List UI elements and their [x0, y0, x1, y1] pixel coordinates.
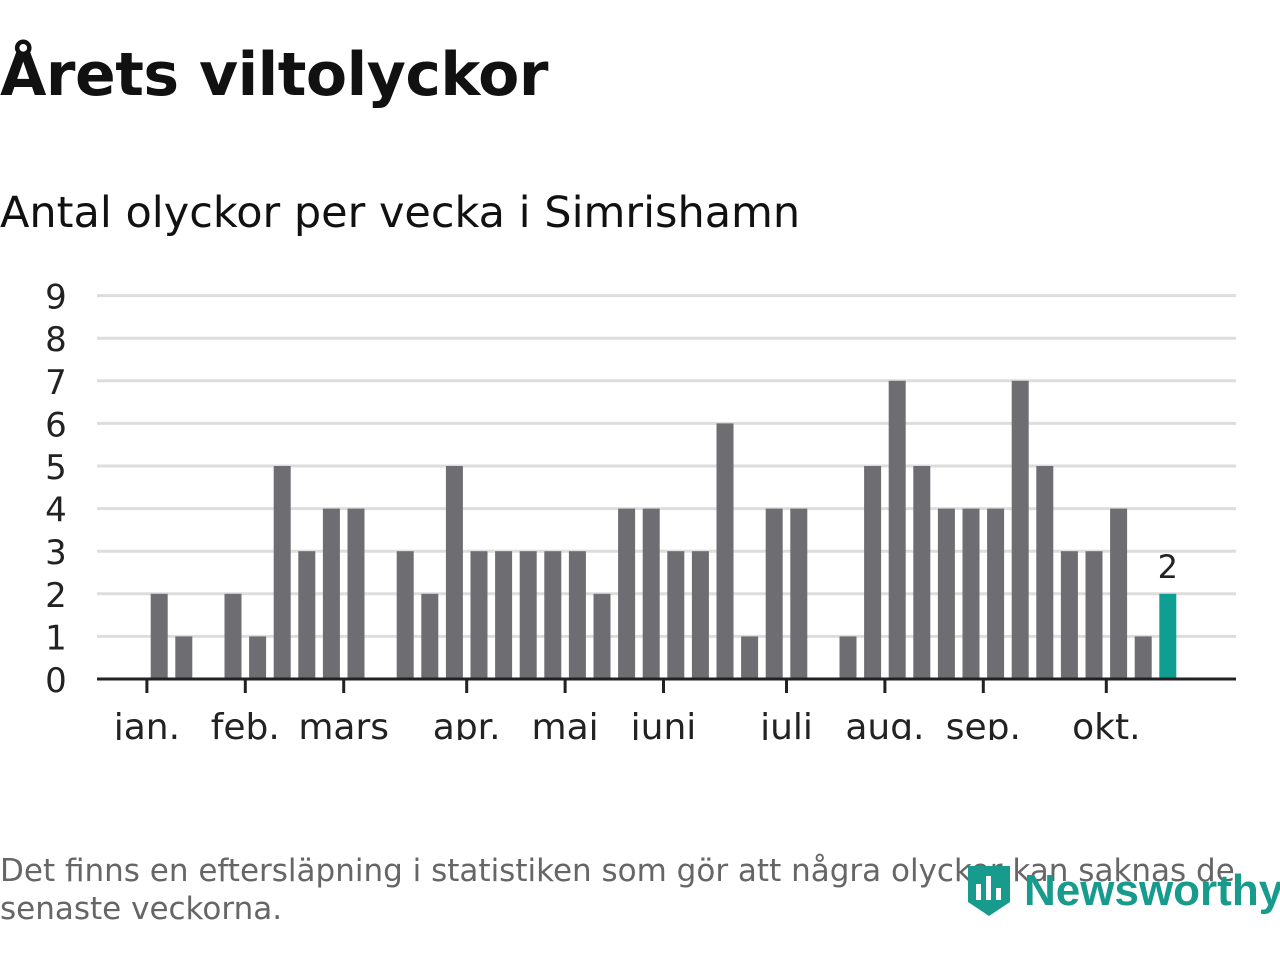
- bar: [642, 508, 660, 679]
- y-tick-label: 3: [45, 533, 67, 573]
- logo-text: Newsworthy: [1024, 866, 1280, 915]
- bar: [839, 636, 857, 679]
- bar: [519, 551, 537, 679]
- bar: [987, 508, 1005, 679]
- x-tick-label: mars: [298, 707, 389, 740]
- y-tick-label: 1: [45, 618, 67, 658]
- bar: [273, 466, 291, 679]
- bar: [249, 636, 267, 679]
- bar: [667, 551, 685, 679]
- x-tick-label: juli: [759, 707, 813, 740]
- bar: [298, 551, 316, 679]
- bar: [1110, 508, 1128, 679]
- bars: 2: [150, 380, 1178, 679]
- x-tick-label: apr.: [433, 707, 501, 740]
- bar: [396, 551, 414, 679]
- bar: [618, 508, 636, 679]
- chart-title: Årets viltolyckor: [0, 40, 549, 110]
- bar: [347, 508, 365, 679]
- bar: [1134, 636, 1152, 679]
- newsworthy-logo: Newsworthy: [964, 862, 1280, 920]
- bar: [888, 380, 906, 679]
- bar: [1085, 551, 1103, 679]
- y-tick-label: 5: [45, 448, 67, 488]
- bar: [593, 593, 611, 679]
- bar: [790, 508, 808, 679]
- bar: [1060, 551, 1078, 679]
- bar: [765, 508, 783, 679]
- bar: [691, 551, 709, 679]
- x-tick-label: juni: [630, 707, 697, 740]
- newsworthy-logo-icon: [968, 866, 1010, 916]
- y-tick-label: 6: [45, 405, 67, 445]
- bar: [568, 551, 586, 679]
- x-tick-label: jan.: [113, 707, 180, 740]
- bar: [864, 466, 882, 679]
- y-tick-label: 9: [45, 278, 67, 318]
- bar-current-week: [1159, 593, 1177, 679]
- y-tick-label: 0: [45, 661, 67, 701]
- bar: [421, 593, 439, 679]
- bar: [741, 636, 759, 679]
- bar: [716, 423, 734, 679]
- y-tick-label: 7: [45, 363, 67, 403]
- bar: [1036, 466, 1054, 679]
- bar: [445, 466, 463, 679]
- bar: [962, 508, 980, 679]
- y-tick-label: 4: [45, 491, 67, 531]
- footnote: Det finns en eftersläpning i statistiken…: [0, 853, 1235, 927]
- x-tick-label: okt.: [1072, 707, 1140, 740]
- chart-subtitle: Antal olyckor per vecka i Simrishamn: [0, 188, 801, 238]
- x-axis: jan. feb. mars apr. maj juni juli aug. sep. okt.: [97, 677, 1236, 740]
- x-tick-label: maj: [532, 707, 599, 740]
- bar: [1011, 380, 1029, 679]
- bar: [224, 593, 242, 679]
- bar: [150, 593, 168, 679]
- bar: [937, 508, 955, 679]
- bar: [175, 636, 193, 679]
- bar: [470, 551, 488, 679]
- bar: [322, 508, 340, 679]
- current-week-label: 2: [1158, 548, 1178, 586]
- x-tick-label: aug.: [845, 707, 924, 740]
- x-tick-label: sep.: [946, 707, 1021, 740]
- bar: [495, 551, 513, 679]
- bar: [544, 551, 562, 679]
- y-tick-label: 8: [45, 320, 67, 360]
- y-tick-label: 2: [45, 576, 67, 616]
- bar: [913, 466, 931, 679]
- x-tick-label: feb.: [211, 707, 280, 740]
